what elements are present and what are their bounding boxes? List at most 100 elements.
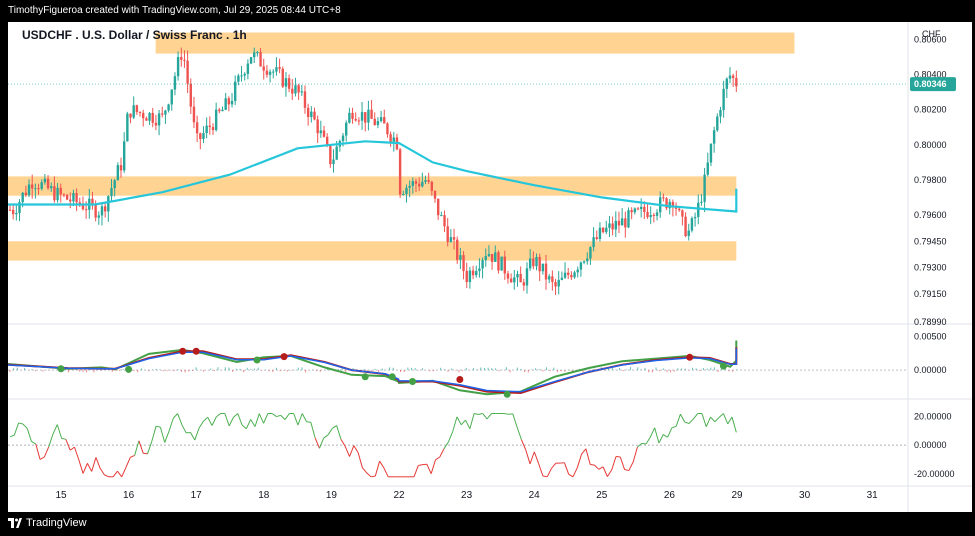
osc1-tick-label: 0.00000 — [914, 365, 947, 375]
osc1-cross-marker — [503, 390, 511, 398]
moving-average — [8, 140, 738, 213]
candle-body — [40, 182, 43, 189]
candle-body — [65, 194, 69, 200]
candle-body — [408, 185, 411, 188]
candle-body — [481, 260, 484, 269]
candle-body — [46, 178, 50, 189]
candle-body — [145, 118, 148, 121]
osc2-segment — [478, 413, 483, 415]
osc2-segment — [194, 427, 200, 441]
osc2-segment — [418, 464, 423, 467]
candlestick-series — [8, 47, 738, 296]
candle-body — [59, 187, 62, 195]
candle-body — [183, 59, 186, 61]
candle-body — [173, 76, 177, 90]
osc2-segment — [91, 457, 97, 472]
candle-body — [605, 227, 608, 233]
candle-body — [547, 276, 551, 280]
osc2-segment — [727, 416, 733, 425]
osc2-segment — [78, 459, 84, 474]
candle-body — [151, 112, 154, 123]
footer-brand: TradingView — [26, 517, 87, 529]
candle-body — [202, 133, 205, 139]
osc2-segment — [619, 456, 626, 470]
osc2-segment — [456, 416, 462, 426]
osc2-segment — [164, 431, 170, 443]
candle-body — [256, 52, 259, 54]
candle-body — [639, 206, 643, 210]
candle-body — [100, 206, 104, 216]
osc2-segment — [632, 446, 638, 462]
candle-body — [161, 113, 164, 115]
osc2-segment — [228, 417, 234, 427]
candle-body — [560, 277, 564, 280]
osc2-segment — [538, 463, 544, 477]
osc2-segment — [65, 439, 71, 451]
candle-body — [503, 256, 506, 274]
candle-body — [500, 256, 503, 271]
osc2-segment — [86, 463, 93, 472]
candle-body — [142, 112, 145, 119]
osc2-segment — [13, 422, 20, 436]
osc1-cross-marker — [388, 373, 396, 381]
candle-body — [411, 181, 415, 186]
attribution-text: TimothyFigueroa created with TradingView… — [8, 5, 341, 16]
osc2-segment — [104, 474, 110, 478]
candle-body — [75, 193, 78, 203]
osc2-segment — [370, 475, 376, 478]
candle-body — [655, 212, 659, 216]
candle-body — [221, 109, 224, 112]
candle-body — [354, 118, 357, 121]
price-tick-label: 0.80600 — [914, 35, 947, 45]
candle-body — [21, 192, 24, 203]
osc2-segment — [35, 443, 41, 460]
osc1-tick-label: 0.00500 — [914, 331, 947, 341]
candle-body — [287, 78, 291, 89]
candle-body — [678, 208, 681, 211]
candle-body — [649, 214, 652, 218]
candle-body — [516, 273, 519, 278]
osc2-segment — [383, 467, 389, 478]
candle-body — [281, 68, 284, 87]
candle-body — [449, 237, 453, 242]
osc2-segment — [439, 448, 445, 458]
candle-body — [735, 77, 738, 87]
osc2-tick-label: 20.00000 — [914, 411, 952, 421]
candle-body — [233, 81, 237, 101]
candle-body — [484, 256, 487, 261]
chart-svg[interactable]: 0.80600 0.80400 0.80200 0.80000 0.79800 0.796… — [8, 22, 972, 512]
candle-body — [192, 106, 196, 123]
tradingview-logo-icon — [8, 518, 22, 528]
osc2-segment — [224, 413, 230, 427]
candle-body — [665, 198, 668, 209]
candle-body — [113, 180, 116, 189]
osc2-segment — [271, 413, 277, 417]
osc2-segment — [48, 433, 54, 448]
candle-body — [414, 181, 418, 184]
oscillator-2-panel — [8, 413, 908, 478]
candle-body — [652, 214, 656, 216]
osc2-segment — [637, 442, 643, 448]
osc2-segment — [306, 421, 311, 423]
candle-body — [189, 83, 192, 107]
osc2-segment — [159, 427, 166, 443]
osc2-segment — [469, 413, 475, 429]
price-tick-label: 0.79300 — [914, 263, 947, 273]
candle-body — [535, 257, 538, 267]
price-tick-label: 0.80200 — [914, 105, 947, 115]
candle-body — [56, 187, 59, 201]
candle-body — [417, 183, 421, 187]
candle-body — [687, 230, 690, 237]
osc2-segment — [318, 437, 325, 449]
candle-body — [325, 136, 329, 145]
candle-body — [595, 237, 598, 240]
candle-body — [69, 199, 72, 202]
price-tick-label: 0.79800 — [914, 175, 947, 185]
osc2-segment — [590, 464, 595, 466]
candle-body — [360, 112, 364, 121]
candle-body — [116, 165, 120, 181]
x-tick-label: 26 — [664, 490, 676, 501]
osc2-segment — [181, 424, 187, 434]
chart-area[interactable]: 0.80600 0.80400 0.80200 0.80000 0.79800 0.796… — [8, 22, 972, 512]
osc2-segment — [624, 469, 629, 472]
